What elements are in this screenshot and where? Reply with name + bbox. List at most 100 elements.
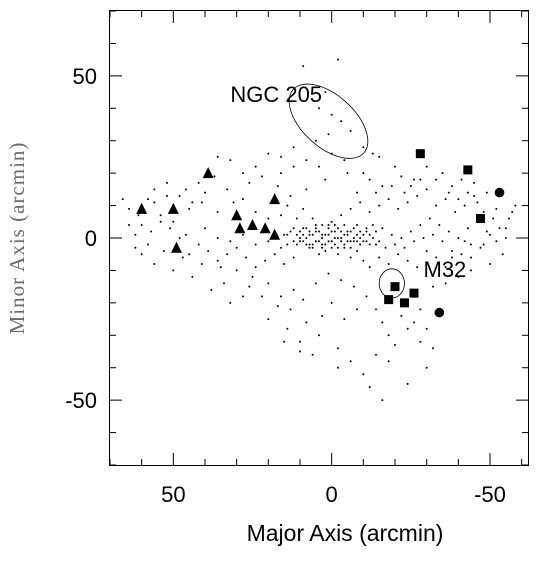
dot-point (166, 194, 168, 197)
dot-point (352, 237, 355, 239)
dot-point (327, 233, 330, 236)
dot-point (219, 266, 222, 269)
dot-point (311, 233, 314, 236)
dot-point (460, 253, 463, 256)
dot-point (292, 146, 295, 149)
dot-point (368, 266, 371, 269)
dot-point (286, 233, 289, 236)
dot-point (337, 366, 339, 369)
dot-point (229, 301, 232, 304)
dot-point (280, 295, 282, 298)
triangle-point (231, 209, 243, 221)
dot-point (280, 214, 282, 217)
dot-point (349, 207, 352, 210)
dot-point (368, 233, 371, 236)
dot-point (435, 204, 438, 207)
dot-point (451, 185, 453, 188)
dot-point (419, 178, 422, 181)
dot-point (343, 233, 346, 236)
dot-point (340, 214, 343, 217)
dot-point (172, 269, 175, 272)
annotation-label: NGC 205 (230, 82, 322, 107)
dot-point (286, 204, 289, 207)
dot-point (267, 240, 270, 243)
dot-point (381, 321, 384, 324)
dot-point (466, 191, 469, 194)
dot-point (365, 240, 368, 243)
dot-point (349, 129, 352, 132)
dot-point (356, 249, 358, 252)
dot-point (330, 220, 333, 223)
circle-point (494, 187, 505, 198)
dot-point (324, 249, 327, 252)
dot-point (352, 285, 355, 288)
dot-point (134, 233, 137, 236)
dot-point (311, 243, 314, 246)
dot-point (419, 308, 422, 311)
dot-point (346, 240, 349, 243)
dot-point (368, 178, 371, 181)
dot-point (371, 224, 374, 227)
dot-point (428, 217, 431, 220)
dot-point (375, 243, 377, 246)
dot-point (229, 240, 232, 243)
square-point (415, 149, 425, 159)
dot-point (457, 198, 460, 201)
dot-point (245, 256, 248, 259)
dot-point (435, 178, 438, 181)
dot-point (384, 246, 387, 249)
annotation-label: M32 (424, 257, 467, 282)
dot-point (333, 243, 336, 246)
square-point (409, 288, 419, 298)
dot-point (403, 191, 406, 194)
dot-point (280, 246, 282, 249)
dot-point (267, 318, 270, 321)
dot-point (349, 230, 352, 233)
dot-point (311, 217, 314, 220)
dot-point (283, 262, 286, 265)
dot-point (327, 272, 330, 275)
dot-point (242, 198, 244, 201)
dot-point (365, 295, 368, 298)
dot-point (308, 246, 311, 249)
dot-point (267, 282, 270, 285)
dot-point (188, 253, 191, 256)
dot-point (321, 314, 324, 317)
dot-point (381, 185, 384, 188)
dot-point (267, 217, 270, 220)
dot-point (321, 243, 324, 246)
dot-point (321, 237, 324, 239)
dot-point (356, 233, 358, 236)
dot-point (466, 227, 469, 230)
dot-point (390, 185, 393, 188)
dot-point (305, 159, 308, 162)
dot-point (337, 253, 339, 256)
dot-point (425, 366, 428, 369)
dot-point (359, 201, 362, 204)
dot-point (235, 269, 238, 272)
y-axis-title: Minor Axis (arcmin) (5, 142, 29, 335)
dot-point (340, 120, 343, 123)
dot-point (327, 240, 330, 243)
dot-point (413, 321, 415, 324)
dot-point (337, 246, 339, 249)
dot-point (305, 243, 308, 246)
dot-point (232, 201, 235, 204)
dot-point (349, 360, 352, 363)
dot-point (308, 233, 311, 236)
dot-point (514, 204, 517, 207)
triangle-point (167, 202, 179, 214)
dot-point (333, 224, 336, 227)
dot-point (368, 211, 371, 214)
dot-point (438, 224, 441, 227)
dot-point (318, 165, 320, 168)
dot-point (162, 249, 165, 252)
dot-point (406, 201, 409, 204)
dot-point (337, 347, 339, 350)
axis-ticks (109, 10, 528, 466)
dot-point (314, 230, 317, 233)
dot-point (169, 227, 172, 230)
dot-point (346, 230, 349, 233)
dot-point (302, 227, 305, 230)
dot-point (432, 233, 434, 236)
